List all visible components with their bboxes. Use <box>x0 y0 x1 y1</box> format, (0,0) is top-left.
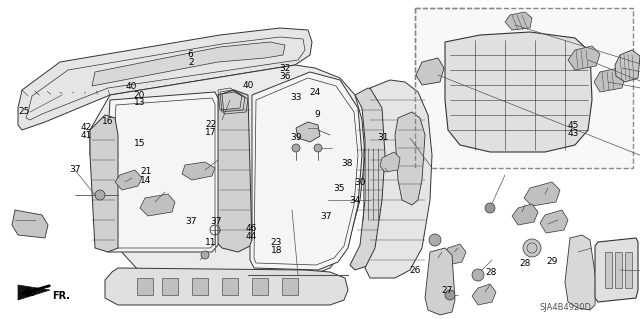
Circle shape <box>485 203 495 213</box>
Polygon shape <box>90 65 365 282</box>
Text: 22: 22 <box>205 120 217 129</box>
Text: 35: 35 <box>333 184 345 193</box>
Circle shape <box>201 251 209 259</box>
Polygon shape <box>416 58 444 85</box>
Bar <box>415 8 633 168</box>
Text: 15: 15 <box>134 139 145 148</box>
Text: 9: 9 <box>314 110 319 119</box>
Text: 34: 34 <box>349 196 361 205</box>
Text: 42: 42 <box>81 123 92 132</box>
Polygon shape <box>442 244 466 265</box>
Polygon shape <box>605 252 612 288</box>
Circle shape <box>95 190 105 200</box>
Text: 39: 39 <box>290 133 301 142</box>
Polygon shape <box>282 278 298 295</box>
Text: 37: 37 <box>321 212 332 221</box>
Polygon shape <box>215 90 252 252</box>
Polygon shape <box>250 72 362 270</box>
Text: 37: 37 <box>185 217 196 226</box>
Polygon shape <box>137 278 153 295</box>
Polygon shape <box>104 92 218 252</box>
Circle shape <box>314 144 322 152</box>
Polygon shape <box>92 42 285 86</box>
Circle shape <box>445 290 455 300</box>
Text: 43: 43 <box>567 129 579 138</box>
Text: 33: 33 <box>290 93 301 102</box>
Text: 13: 13 <box>134 98 145 107</box>
Polygon shape <box>182 162 215 180</box>
Polygon shape <box>472 284 496 305</box>
Circle shape <box>472 269 484 281</box>
Text: 32: 32 <box>279 64 291 73</box>
Text: 23: 23 <box>271 238 282 247</box>
Polygon shape <box>252 278 268 295</box>
Polygon shape <box>615 252 622 288</box>
Text: 27: 27 <box>441 286 452 295</box>
Text: FR.: FR. <box>52 291 70 301</box>
Circle shape <box>292 144 300 152</box>
Polygon shape <box>105 268 348 305</box>
Text: 38: 38 <box>341 159 353 168</box>
Text: 37: 37 <box>70 165 81 174</box>
Text: SJA4B4920D: SJA4B4920D <box>539 302 591 311</box>
Text: 28: 28 <box>486 268 497 277</box>
Polygon shape <box>615 50 640 82</box>
Text: 36: 36 <box>279 72 291 81</box>
Text: 46: 46 <box>245 224 257 233</box>
Polygon shape <box>568 46 600 70</box>
Text: 18: 18 <box>271 246 282 255</box>
Text: 17: 17 <box>205 128 217 137</box>
Text: 44: 44 <box>245 232 257 241</box>
Polygon shape <box>625 252 632 288</box>
Text: 40: 40 <box>243 81 254 90</box>
Polygon shape <box>115 170 142 190</box>
Polygon shape <box>425 248 455 315</box>
Text: 41: 41 <box>81 131 92 140</box>
Text: 11: 11 <box>205 238 217 247</box>
Text: 24: 24 <box>309 88 321 97</box>
Polygon shape <box>350 88 388 270</box>
Text: 14: 14 <box>140 176 152 185</box>
Polygon shape <box>90 115 118 252</box>
Polygon shape <box>594 68 625 92</box>
Polygon shape <box>162 278 178 295</box>
Polygon shape <box>12 210 48 238</box>
Text: 26: 26 <box>409 266 420 275</box>
Polygon shape <box>140 194 175 216</box>
Polygon shape <box>380 152 400 172</box>
Circle shape <box>429 234 441 246</box>
Text: 30: 30 <box>354 178 365 187</box>
Text: 37: 37 <box>211 217 222 226</box>
Polygon shape <box>18 285 50 300</box>
Text: 6: 6 <box>188 50 193 59</box>
Text: 16: 16 <box>102 117 113 126</box>
Circle shape <box>523 239 541 257</box>
Polygon shape <box>512 204 538 225</box>
Polygon shape <box>395 112 425 205</box>
Polygon shape <box>365 80 432 278</box>
Text: 21: 21 <box>140 167 152 176</box>
Text: 2: 2 <box>188 58 193 67</box>
Polygon shape <box>565 235 596 310</box>
Polygon shape <box>505 12 532 30</box>
Text: 40: 40 <box>125 82 137 91</box>
Text: 10: 10 <box>25 289 36 298</box>
Text: 28: 28 <box>519 259 531 268</box>
Polygon shape <box>18 28 312 130</box>
Polygon shape <box>296 122 320 142</box>
Polygon shape <box>595 238 638 302</box>
Text: 20: 20 <box>134 91 145 100</box>
Polygon shape <box>445 32 592 152</box>
Polygon shape <box>524 182 560 206</box>
Text: 31: 31 <box>377 133 388 142</box>
Polygon shape <box>540 210 568 233</box>
Polygon shape <box>222 278 238 295</box>
Polygon shape <box>192 278 208 295</box>
Text: 45: 45 <box>567 121 579 130</box>
Text: 25: 25 <box>19 107 30 116</box>
Text: 29: 29 <box>546 257 557 266</box>
